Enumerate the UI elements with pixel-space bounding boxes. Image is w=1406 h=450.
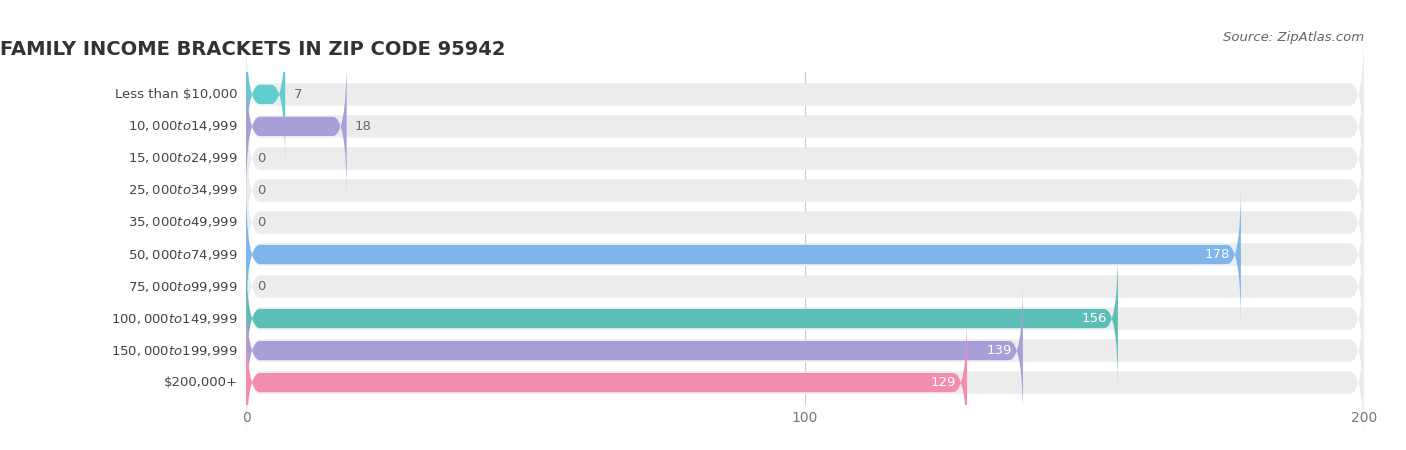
Text: $100,000 to $149,999: $100,000 to $149,999: [111, 311, 238, 325]
Text: 156: 156: [1081, 312, 1107, 325]
FancyBboxPatch shape: [246, 122, 1364, 259]
Text: Less than $10,000: Less than $10,000: [115, 88, 238, 101]
Text: $10,000 to $14,999: $10,000 to $14,999: [128, 119, 238, 134]
FancyBboxPatch shape: [246, 90, 1364, 227]
Text: 129: 129: [931, 376, 956, 389]
FancyBboxPatch shape: [246, 58, 1364, 195]
FancyBboxPatch shape: [246, 26, 1364, 163]
FancyBboxPatch shape: [246, 56, 347, 197]
Text: 178: 178: [1205, 248, 1230, 261]
FancyBboxPatch shape: [246, 186, 1364, 324]
FancyBboxPatch shape: [246, 312, 967, 450]
FancyBboxPatch shape: [246, 280, 1024, 421]
FancyBboxPatch shape: [246, 314, 1364, 450]
Text: $50,000 to $74,999: $50,000 to $74,999: [128, 248, 238, 261]
Text: 7: 7: [294, 88, 302, 101]
Text: 0: 0: [257, 280, 266, 293]
FancyBboxPatch shape: [246, 282, 1364, 419]
Text: 0: 0: [257, 152, 266, 165]
Text: FAMILY INCOME BRACKETS IN ZIP CODE 95942: FAMILY INCOME BRACKETS IN ZIP CODE 95942: [0, 40, 506, 59]
Text: 18: 18: [356, 120, 373, 133]
FancyBboxPatch shape: [246, 248, 1118, 389]
Text: 0: 0: [257, 184, 266, 197]
FancyBboxPatch shape: [246, 24, 285, 165]
FancyBboxPatch shape: [246, 250, 1364, 387]
Text: $75,000 to $99,999: $75,000 to $99,999: [128, 279, 238, 293]
Text: $25,000 to $34,999: $25,000 to $34,999: [128, 184, 238, 198]
FancyBboxPatch shape: [246, 184, 1241, 325]
Text: $150,000 to $199,999: $150,000 to $199,999: [111, 343, 238, 358]
Text: 0: 0: [257, 216, 266, 229]
FancyBboxPatch shape: [246, 153, 1364, 291]
Text: 139: 139: [987, 344, 1012, 357]
Text: Source: ZipAtlas.com: Source: ZipAtlas.com: [1223, 32, 1364, 45]
FancyBboxPatch shape: [246, 218, 1364, 356]
Text: $15,000 to $24,999: $15,000 to $24,999: [128, 152, 238, 166]
Text: $200,000+: $200,000+: [163, 376, 238, 389]
Text: $35,000 to $49,999: $35,000 to $49,999: [128, 216, 238, 230]
